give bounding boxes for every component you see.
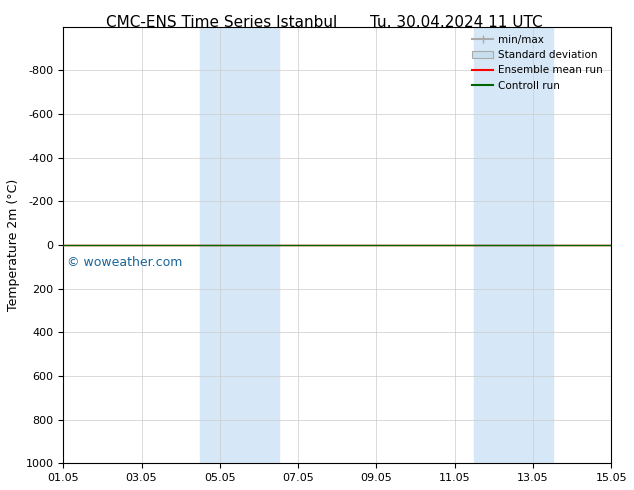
Text: CMC-ENS Time Series Istanbul: CMC-ENS Time Series Istanbul xyxy=(107,15,337,30)
Text: © woweather.com: © woweather.com xyxy=(67,256,183,269)
Legend: min/max, Standard deviation, Ensemble mean run, Controll run: min/max, Standard deviation, Ensemble me… xyxy=(469,32,606,94)
Text: Tu. 30.04.2024 11 UTC: Tu. 30.04.2024 11 UTC xyxy=(370,15,543,30)
Y-axis label: Temperature 2m (°C): Temperature 2m (°C) xyxy=(7,179,20,311)
Bar xyxy=(200,26,278,464)
Bar xyxy=(474,26,552,464)
